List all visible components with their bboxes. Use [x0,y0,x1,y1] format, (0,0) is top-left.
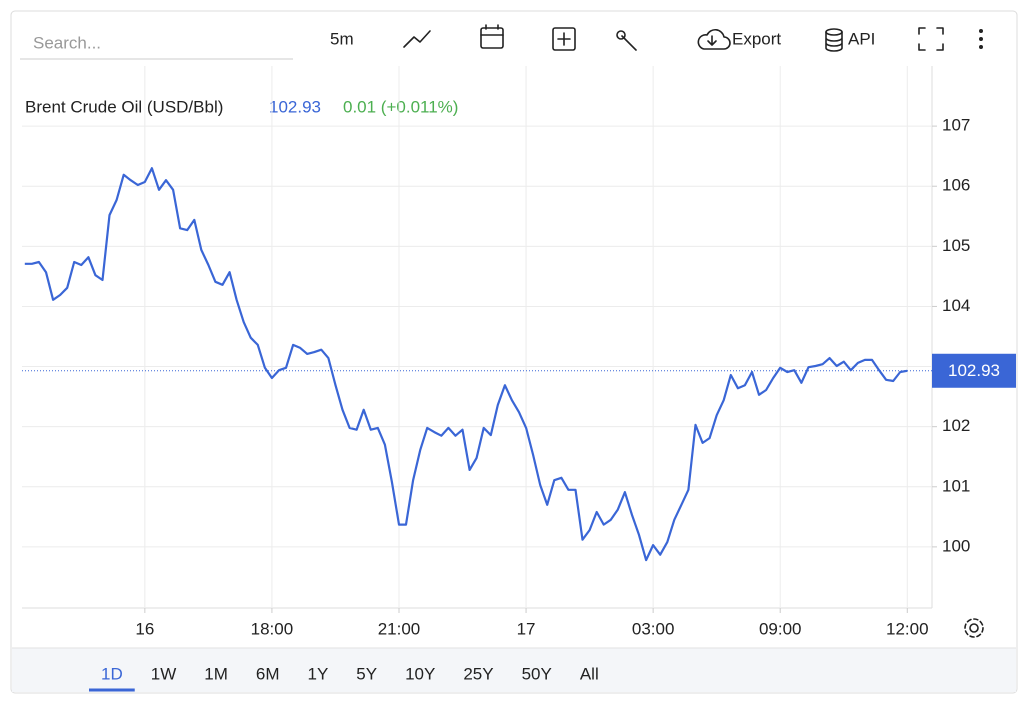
api-icon[interactable] [825,28,843,52]
range-button[interactable]: 5Y [356,664,377,683]
range-button[interactable]: 1Y [307,664,328,683]
last-price-box [932,353,1016,388]
last-price-label: 102.93 [948,361,1000,380]
tools-icon[interactable] [616,30,637,51]
y-tick-label: 101 [942,476,970,495]
menu-icon[interactable] [979,29,983,49]
fullscreen-icon[interactable] [918,27,944,51]
chart-title: Brent Crude Oil (USD/Bbl) [25,97,223,116]
x-tick-label: 12:00 [886,619,929,638]
export-icon[interactable] [697,29,731,50]
range-button[interactable]: 1D [101,664,123,683]
panel [10,10,1018,694]
range-button[interactable]: 1M [204,664,228,683]
x-tick-label: 21:00 [378,619,421,638]
chart-type-icon[interactable] [403,30,431,48]
search-box[interactable]: Search... [33,33,101,52]
header-change: 0.01 (+0.011%) [343,97,458,116]
range-button[interactable]: 25Y [463,664,493,683]
price-line [24,167,908,562]
x-tick-label: 09:00 [759,619,802,638]
x-tick-label: 03:00 [632,619,675,638]
x-tick-label: 18:00 [251,619,294,638]
y-tick-label: 100 [942,536,970,555]
x-tick-label: 17 [517,619,536,638]
y-tick-label: 104 [942,296,970,315]
range-bar [12,648,1016,692]
api-button[interactable]: API [848,29,875,48]
range-button[interactable]: 6M [256,664,280,683]
export-button[interactable]: Export [732,29,781,48]
y-tick-label: 107 [942,116,970,135]
settings-icon[interactable] [964,618,984,638]
range-button[interactable]: 1W [151,664,177,683]
y-tick-label: 106 [942,176,970,195]
range-button[interactable]: 10Y [405,664,435,683]
interval-button[interactable]: 5m [330,29,354,48]
y-tick-label: 102 [942,416,970,435]
header-price: 102.93 [269,97,321,116]
range-button[interactable]: 50Y [522,664,552,683]
range-button[interactable]: All [580,664,599,683]
x-tick-label: 16 [135,619,154,638]
calendar-icon[interactable] [480,24,504,49]
add-icon[interactable] [552,27,576,51]
y-tick-label: 105 [942,236,970,255]
